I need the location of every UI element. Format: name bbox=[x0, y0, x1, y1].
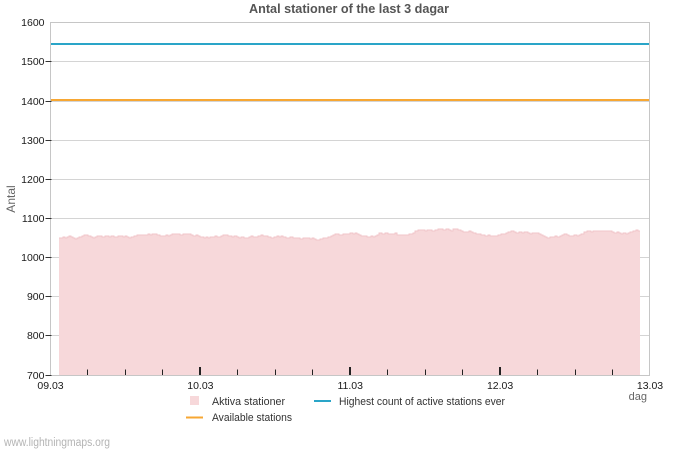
svg-text:www.lightningmaps.org: www.lightningmaps.org bbox=[3, 437, 110, 449]
svg-text:dag: dag bbox=[629, 391, 647, 403]
svg-text:1400: 1400 bbox=[21, 96, 45, 108]
svg-text:1000: 1000 bbox=[21, 252, 45, 264]
svg-text:1300: 1300 bbox=[21, 135, 45, 147]
svg-text:Antal: Antal bbox=[4, 185, 18, 212]
svg-text:1500: 1500 bbox=[21, 56, 45, 68]
svg-text:11.03: 11.03 bbox=[337, 380, 363, 392]
svg-text:Highest count of active statio: Highest count of active stations ever bbox=[339, 396, 505, 408]
svg-text:09.03: 09.03 bbox=[37, 380, 63, 392]
svg-text:Available stations: Available stations bbox=[212, 412, 292, 424]
svg-text:Antal stationer of the last 3: Antal stationer of the last 3 dagar bbox=[249, 1, 449, 16]
svg-text:1100: 1100 bbox=[22, 213, 45, 225]
svg-text:1600: 1600 bbox=[21, 17, 45, 29]
svg-text:900: 900 bbox=[27, 291, 45, 303]
svg-text:12.03: 12.03 bbox=[487, 380, 513, 392]
svg-text:1200: 1200 bbox=[21, 174, 45, 186]
svg-text:10.03: 10.03 bbox=[187, 380, 213, 392]
svg-text:13.03: 13.03 bbox=[637, 380, 663, 392]
svg-text:Aktiva stationer: Aktiva stationer bbox=[212, 396, 285, 408]
svg-text:700: 700 bbox=[27, 370, 45, 382]
svg-text:800: 800 bbox=[27, 330, 45, 342]
